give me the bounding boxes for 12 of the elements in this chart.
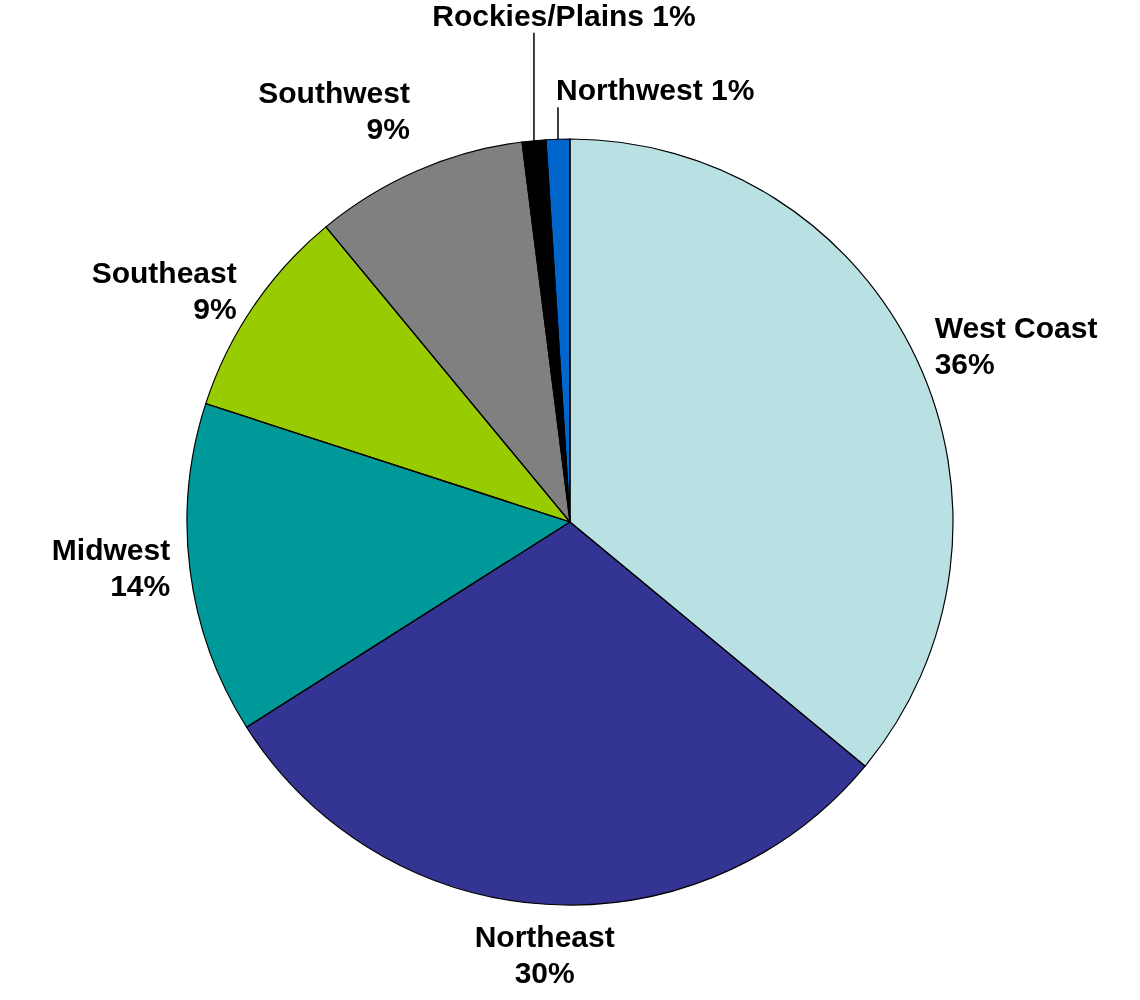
- data-label: 14%: [110, 568, 171, 602]
- slice-label: Southwest: [258, 76, 410, 110]
- slice-label: Rockies/Plains 1%: [432, 0, 696, 32]
- data-label: 30%: [514, 956, 575, 990]
- slice-label: Northeast: [474, 920, 615, 954]
- slice-label: West Coast: [934, 310, 1098, 344]
- slice-label: Southeast: [91, 255, 237, 289]
- slice-label: Midwest: [51, 532, 171, 566]
- data-label: 9%: [193, 291, 237, 325]
- data-label: 9%: [366, 112, 410, 146]
- slice-label: Northwest 1%: [555, 73, 755, 107]
- data-label: 36%: [934, 346, 995, 380]
